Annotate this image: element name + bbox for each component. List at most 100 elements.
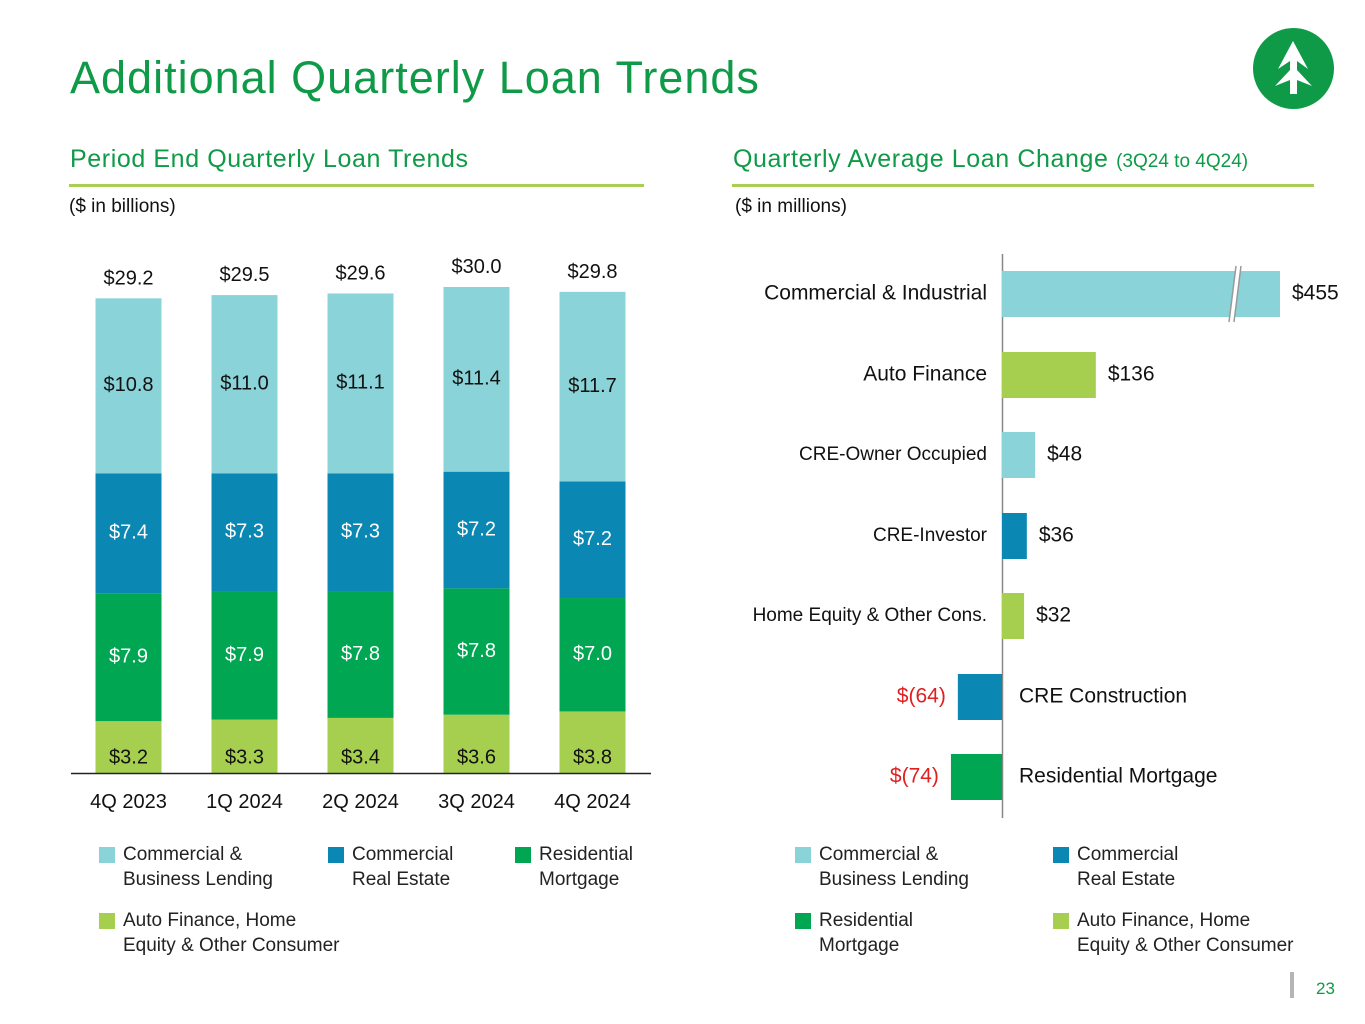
category-label: Auto Finance xyxy=(863,363,987,386)
total-label: $29.8 xyxy=(567,261,617,283)
value-label: $(74) xyxy=(890,765,939,788)
left-panel-unit: ($ in billions) xyxy=(69,196,176,217)
bar-auto-finance xyxy=(1002,352,1096,398)
bar-segment-commercial-real-estate-2q-2024 xyxy=(327,473,394,592)
legend-label: Commercial & Business Lending xyxy=(123,844,273,890)
legend-label: Commercial Real Estate xyxy=(352,844,454,890)
bar-segment-commercial-business-lending-3q-2024 xyxy=(443,287,510,472)
category-label: Commercial & Industrial xyxy=(764,282,987,305)
logo xyxy=(1253,28,1334,109)
bar-segment-auto-finance-home-equity-other-consumer-4q-2023 xyxy=(95,721,162,773)
bar-segment-commercial-business-lending-2q-2024 xyxy=(327,293,394,474)
bar-segment-residential-mortgage-2q-2024 xyxy=(327,591,394,718)
bar-segment-auto-finance-home-equity-other-consumer-2q-2024 xyxy=(327,717,394,773)
segment-label: $7.4 xyxy=(109,522,148,544)
left-heading-rule xyxy=(69,184,644,187)
bar-cre-investor xyxy=(1002,513,1027,559)
category-label: CRE Construction xyxy=(1019,685,1187,708)
segment-label: $7.0 xyxy=(573,643,612,665)
bar-segment-commercial-business-lending-4q-2023 xyxy=(95,298,162,474)
value-label: $136 xyxy=(1108,363,1155,386)
bar-segment-commercial-business-lending-4q-2024 xyxy=(559,291,626,482)
value-label: $(64) xyxy=(897,685,946,708)
axis-break-mark xyxy=(1233,265,1242,323)
right-panel-unit: ($ in millions) xyxy=(735,196,847,217)
x-tick-label: 4Q 2023 xyxy=(90,791,167,813)
legend-swatch xyxy=(515,847,531,863)
right-heading-rule xyxy=(732,184,1314,187)
bar-residential-mortgage xyxy=(950,754,1002,800)
segment-label: $7.8 xyxy=(341,643,380,665)
bar-segment-commercial-real-estate-4q-2024 xyxy=(559,481,626,599)
stacked-bar-chart: $3.2 $7.9 $7.4 $10.8 $29.2 4Q 2023 $3.3 $7.9 $7.… xyxy=(71,256,651,813)
value-label: $48 xyxy=(1047,443,1082,466)
segment-label: $7.8 xyxy=(457,640,496,662)
category-label: CRE-Investor xyxy=(873,525,988,546)
segment-label: $10.8 xyxy=(103,374,153,396)
legend-swatch xyxy=(99,847,115,863)
bar-segment-auto-finance-home-equity-other-consumer-3q-2024 xyxy=(443,714,510,773)
bar-segment-residential-mortgage-4q-2023 xyxy=(95,593,162,722)
category-label: Residential Mortgage xyxy=(1019,765,1217,788)
value-label: $455 xyxy=(1292,282,1339,305)
bar-segment-auto-finance-home-equity-other-consumer-1q-2024 xyxy=(211,719,278,773)
total-label: $29.5 xyxy=(219,264,269,286)
segment-label: $3.4 xyxy=(341,746,380,768)
bar-home-equity-other-cons xyxy=(1002,593,1025,639)
page-divider xyxy=(1290,972,1294,998)
x-tick-label: 2Q 2024 xyxy=(322,791,399,813)
right-panel-heading-note: (3Q24 to 4Q24) xyxy=(1116,151,1249,172)
legend-swatch xyxy=(1053,913,1069,929)
bar-segment-commercial-real-estate-3q-2024 xyxy=(443,471,510,589)
bar-segment-residential-mortgage-4q-2024 xyxy=(559,598,626,712)
legend-swatch xyxy=(795,913,811,929)
segment-label: $7.3 xyxy=(225,521,264,543)
left-panel-heading-text: Period End Quarterly Loan Trends xyxy=(70,145,469,173)
legend-label: Auto Finance, Home Equity & Other Consum… xyxy=(1077,910,1294,956)
legend-label: Commercial Real Estate xyxy=(1077,844,1179,890)
x-tick-label: 1Q 2024 xyxy=(206,791,283,813)
segment-label: $3.3 xyxy=(225,746,264,768)
axis-break-mark xyxy=(1228,265,1237,323)
bar-segment-residential-mortgage-1q-2024 xyxy=(211,591,278,720)
legend-label: Commercial & Business Lending xyxy=(819,844,969,890)
legend-swatch xyxy=(99,913,115,929)
page-number: 23 xyxy=(1316,979,1335,998)
pine-tree-icon xyxy=(1275,41,1312,94)
bar-segment-commercial-real-estate-4q-2023 xyxy=(95,473,162,594)
total-label: $29.2 xyxy=(103,267,153,289)
legend-label: Auto Finance, Home Equity & Other Consum… xyxy=(123,910,340,956)
bar-segment-auto-finance-home-equity-other-consumer-4q-2024 xyxy=(559,711,626,773)
bar-segment-commercial-business-lending-1q-2024 xyxy=(211,295,278,474)
segment-label: $3.2 xyxy=(109,746,148,768)
segment-label: $7.9 xyxy=(225,644,264,666)
legend-label: Residential Mortgage xyxy=(819,910,913,956)
legend-swatch xyxy=(1053,847,1069,863)
segment-label: $3.6 xyxy=(457,746,496,768)
total-label: $30.0 xyxy=(451,256,501,278)
legend-label: Residential Mortgage xyxy=(539,844,633,890)
value-label: $36 xyxy=(1039,524,1074,547)
legend-swatch xyxy=(328,847,344,863)
x-tick-label: 4Q 2024 xyxy=(554,791,631,813)
segment-label: $11.4 xyxy=(452,368,501,390)
bar-segment-commercial-real-estate-1q-2024 xyxy=(211,473,278,592)
axis-break-gap xyxy=(1229,267,1241,321)
segment-label: $3.8 xyxy=(573,746,612,768)
right-panel-heading: Quarterly Average Loan Change (3Q24 to 4… xyxy=(733,145,1248,174)
x-tick-label: 3Q 2024 xyxy=(438,791,515,813)
page-title: Additional Quarterly Loan Trends xyxy=(70,52,760,103)
category-label: Home Equity & Other Cons. xyxy=(753,605,987,626)
total-label: $29.6 xyxy=(335,262,385,284)
segment-label: $7.3 xyxy=(341,521,380,543)
segment-label: $7.9 xyxy=(109,645,148,667)
segment-label: $7.2 xyxy=(457,518,496,540)
legend-swatch xyxy=(795,847,811,863)
bar-segment-residential-mortgage-3q-2024 xyxy=(443,588,510,715)
segment-label: $7.2 xyxy=(573,528,612,550)
value-label: $32 xyxy=(1036,604,1071,627)
horizontal-bar-chart: Commercial & Industrial $455 Auto Finance $… xyxy=(753,254,1339,818)
segment-label: $11.0 xyxy=(220,372,269,394)
right-panel-heading-text: Quarterly Average Loan Change xyxy=(733,145,1109,173)
bar-cre-owner-occupied xyxy=(1002,432,1036,478)
